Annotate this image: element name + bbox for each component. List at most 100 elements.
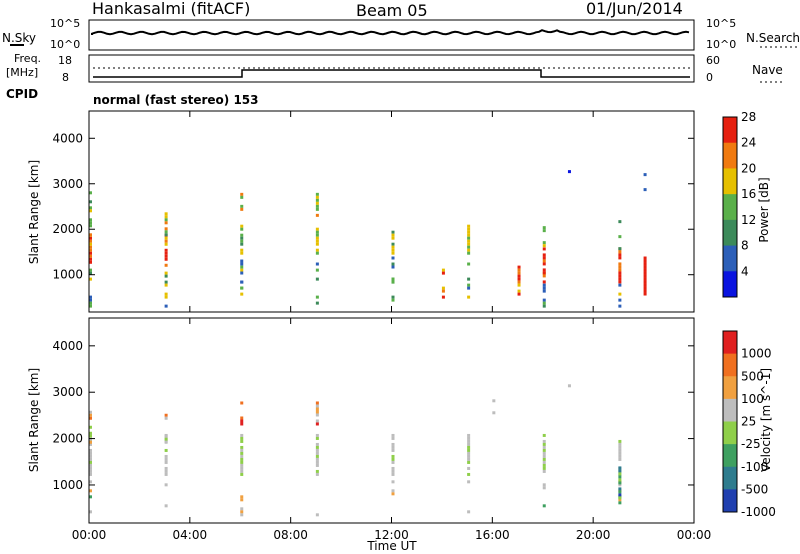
heatmap-cell bbox=[89, 298, 92, 302]
colorbar-tick-label: 25 bbox=[741, 415, 756, 429]
time-tick-label: 00:00 bbox=[72, 528, 107, 542]
heatmap-cell bbox=[89, 416, 92, 420]
heatmap-cell bbox=[467, 436, 471, 440]
heatmap-cell bbox=[89, 410, 92, 414]
heatmap-cell bbox=[391, 469, 395, 473]
heatmap-cell bbox=[315, 198, 319, 202]
y-tick-label: 2000 bbox=[52, 222, 83, 236]
heatmap-cell bbox=[542, 283, 546, 287]
heatmap-cell bbox=[618, 478, 622, 482]
freq-left-tick-bottom: 8 bbox=[62, 71, 69, 84]
heatmap-cell bbox=[542, 457, 546, 461]
heatmap-cell bbox=[618, 271, 622, 275]
heatmap-cell bbox=[89, 239, 92, 243]
heatmap-cell bbox=[391, 466, 395, 470]
heatmap-cell bbox=[240, 251, 244, 255]
heatmap-cell bbox=[315, 236, 319, 240]
colorbar-swatch bbox=[723, 117, 737, 144]
heatmap-cell bbox=[315, 454, 319, 458]
heatmap-cell bbox=[391, 262, 395, 266]
heatmap-cell bbox=[542, 259, 546, 263]
heatmap-cell bbox=[164, 472, 168, 476]
heatmap-cell bbox=[89, 271, 92, 275]
colorbar-frame bbox=[722, 330, 738, 513]
colorbar-tick-label: -1000 bbox=[741, 505, 776, 519]
heatmap-cell bbox=[467, 224, 471, 228]
heatmap-cell bbox=[542, 466, 546, 470]
heatmap-cell bbox=[467, 239, 471, 243]
heatmap-cell bbox=[89, 469, 92, 473]
heatmap-cell bbox=[164, 440, 168, 444]
heatmap-cell bbox=[240, 248, 244, 252]
heatmap-cell bbox=[618, 487, 622, 491]
freq-label-1: Freq. bbox=[14, 52, 41, 65]
heatmap-cell bbox=[89, 440, 92, 444]
heatmap-cell bbox=[441, 286, 445, 290]
heatmap-cell bbox=[618, 501, 622, 505]
heatmap-cell bbox=[89, 191, 92, 195]
heatmap-cell bbox=[240, 457, 244, 461]
heatmap-cell bbox=[164, 469, 168, 473]
heatmap-cell bbox=[542, 289, 546, 293]
heatmap-cell bbox=[89, 413, 92, 417]
heatmap-cell bbox=[164, 221, 168, 225]
heatmap-cell bbox=[164, 292, 168, 296]
heatmap-cell bbox=[391, 298, 395, 302]
y-tick-label: 3000 bbox=[52, 177, 83, 191]
heatmap-cell bbox=[164, 454, 168, 458]
heatmap-cell bbox=[164, 283, 168, 287]
heatmap-cell bbox=[89, 206, 92, 210]
heatmap-cell bbox=[542, 460, 546, 464]
time-tick-label: 08:00 bbox=[273, 528, 308, 542]
heatmap-cell bbox=[391, 265, 395, 269]
power-ylabel: Slant Range [km] bbox=[27, 160, 41, 264]
heatmap-cell bbox=[164, 304, 168, 308]
heatmap-cell bbox=[618, 292, 622, 296]
heatmap-cell bbox=[240, 469, 244, 473]
heatmap-cell bbox=[618, 493, 622, 497]
heatmap-cell bbox=[643, 274, 647, 278]
heatmap-cell bbox=[315, 413, 319, 417]
heatmap-cell bbox=[441, 268, 445, 272]
heatmap-cell bbox=[467, 283, 471, 287]
heatmap-cell bbox=[240, 439, 244, 443]
heatmap-cell bbox=[240, 204, 244, 208]
heatmap-cell bbox=[467, 295, 471, 299]
heatmap-cell bbox=[164, 295, 168, 299]
freq-right-tick-bottom: 0 bbox=[706, 71, 713, 84]
heatmap-cell bbox=[240, 436, 244, 440]
heatmap-cell bbox=[517, 274, 521, 278]
y-tick-label: 4000 bbox=[52, 339, 83, 353]
heatmap-cell bbox=[315, 433, 319, 437]
beam-title: Beam 05 bbox=[356, 1, 428, 20]
heatmap-cell bbox=[240, 195, 244, 199]
time-tick-label: 12:00 bbox=[374, 528, 409, 542]
heatmap-cell bbox=[164, 263, 168, 267]
heatmap-cell bbox=[240, 259, 244, 263]
heatmap-cell bbox=[164, 227, 168, 231]
heatmap-cell bbox=[240, 466, 244, 470]
heatmap-cell bbox=[89, 301, 92, 305]
heatmap-cell bbox=[467, 445, 471, 449]
heatmap-cell bbox=[240, 271, 244, 275]
heatmap-cell bbox=[315, 448, 319, 452]
noise-panel: N.Sky 10^5 10^0 10^5 10^0 N.Search bbox=[2, 17, 800, 51]
noise-left-tick-top: 10^5 bbox=[50, 17, 80, 30]
heatmap-cell bbox=[542, 433, 546, 437]
heatmap-cell bbox=[89, 434, 92, 438]
heatmap-cell bbox=[89, 460, 92, 464]
heatmap-cell bbox=[164, 230, 168, 234]
heatmap-cell bbox=[240, 280, 244, 284]
heatmap-cell bbox=[467, 236, 471, 240]
heatmap-cell bbox=[467, 480, 471, 484]
freq-trace bbox=[93, 69, 690, 78]
heatmap-cell bbox=[618, 451, 622, 455]
heatmap-cell bbox=[89, 236, 92, 240]
heatmap-cell bbox=[542, 253, 546, 257]
colorbar-frame bbox=[722, 116, 738, 298]
heatmap-cell bbox=[391, 442, 395, 446]
heatmap-cell bbox=[391, 436, 395, 440]
heatmap-cell bbox=[315, 227, 319, 231]
heatmap-cell bbox=[643, 280, 647, 284]
heatmap-cell bbox=[240, 227, 244, 231]
